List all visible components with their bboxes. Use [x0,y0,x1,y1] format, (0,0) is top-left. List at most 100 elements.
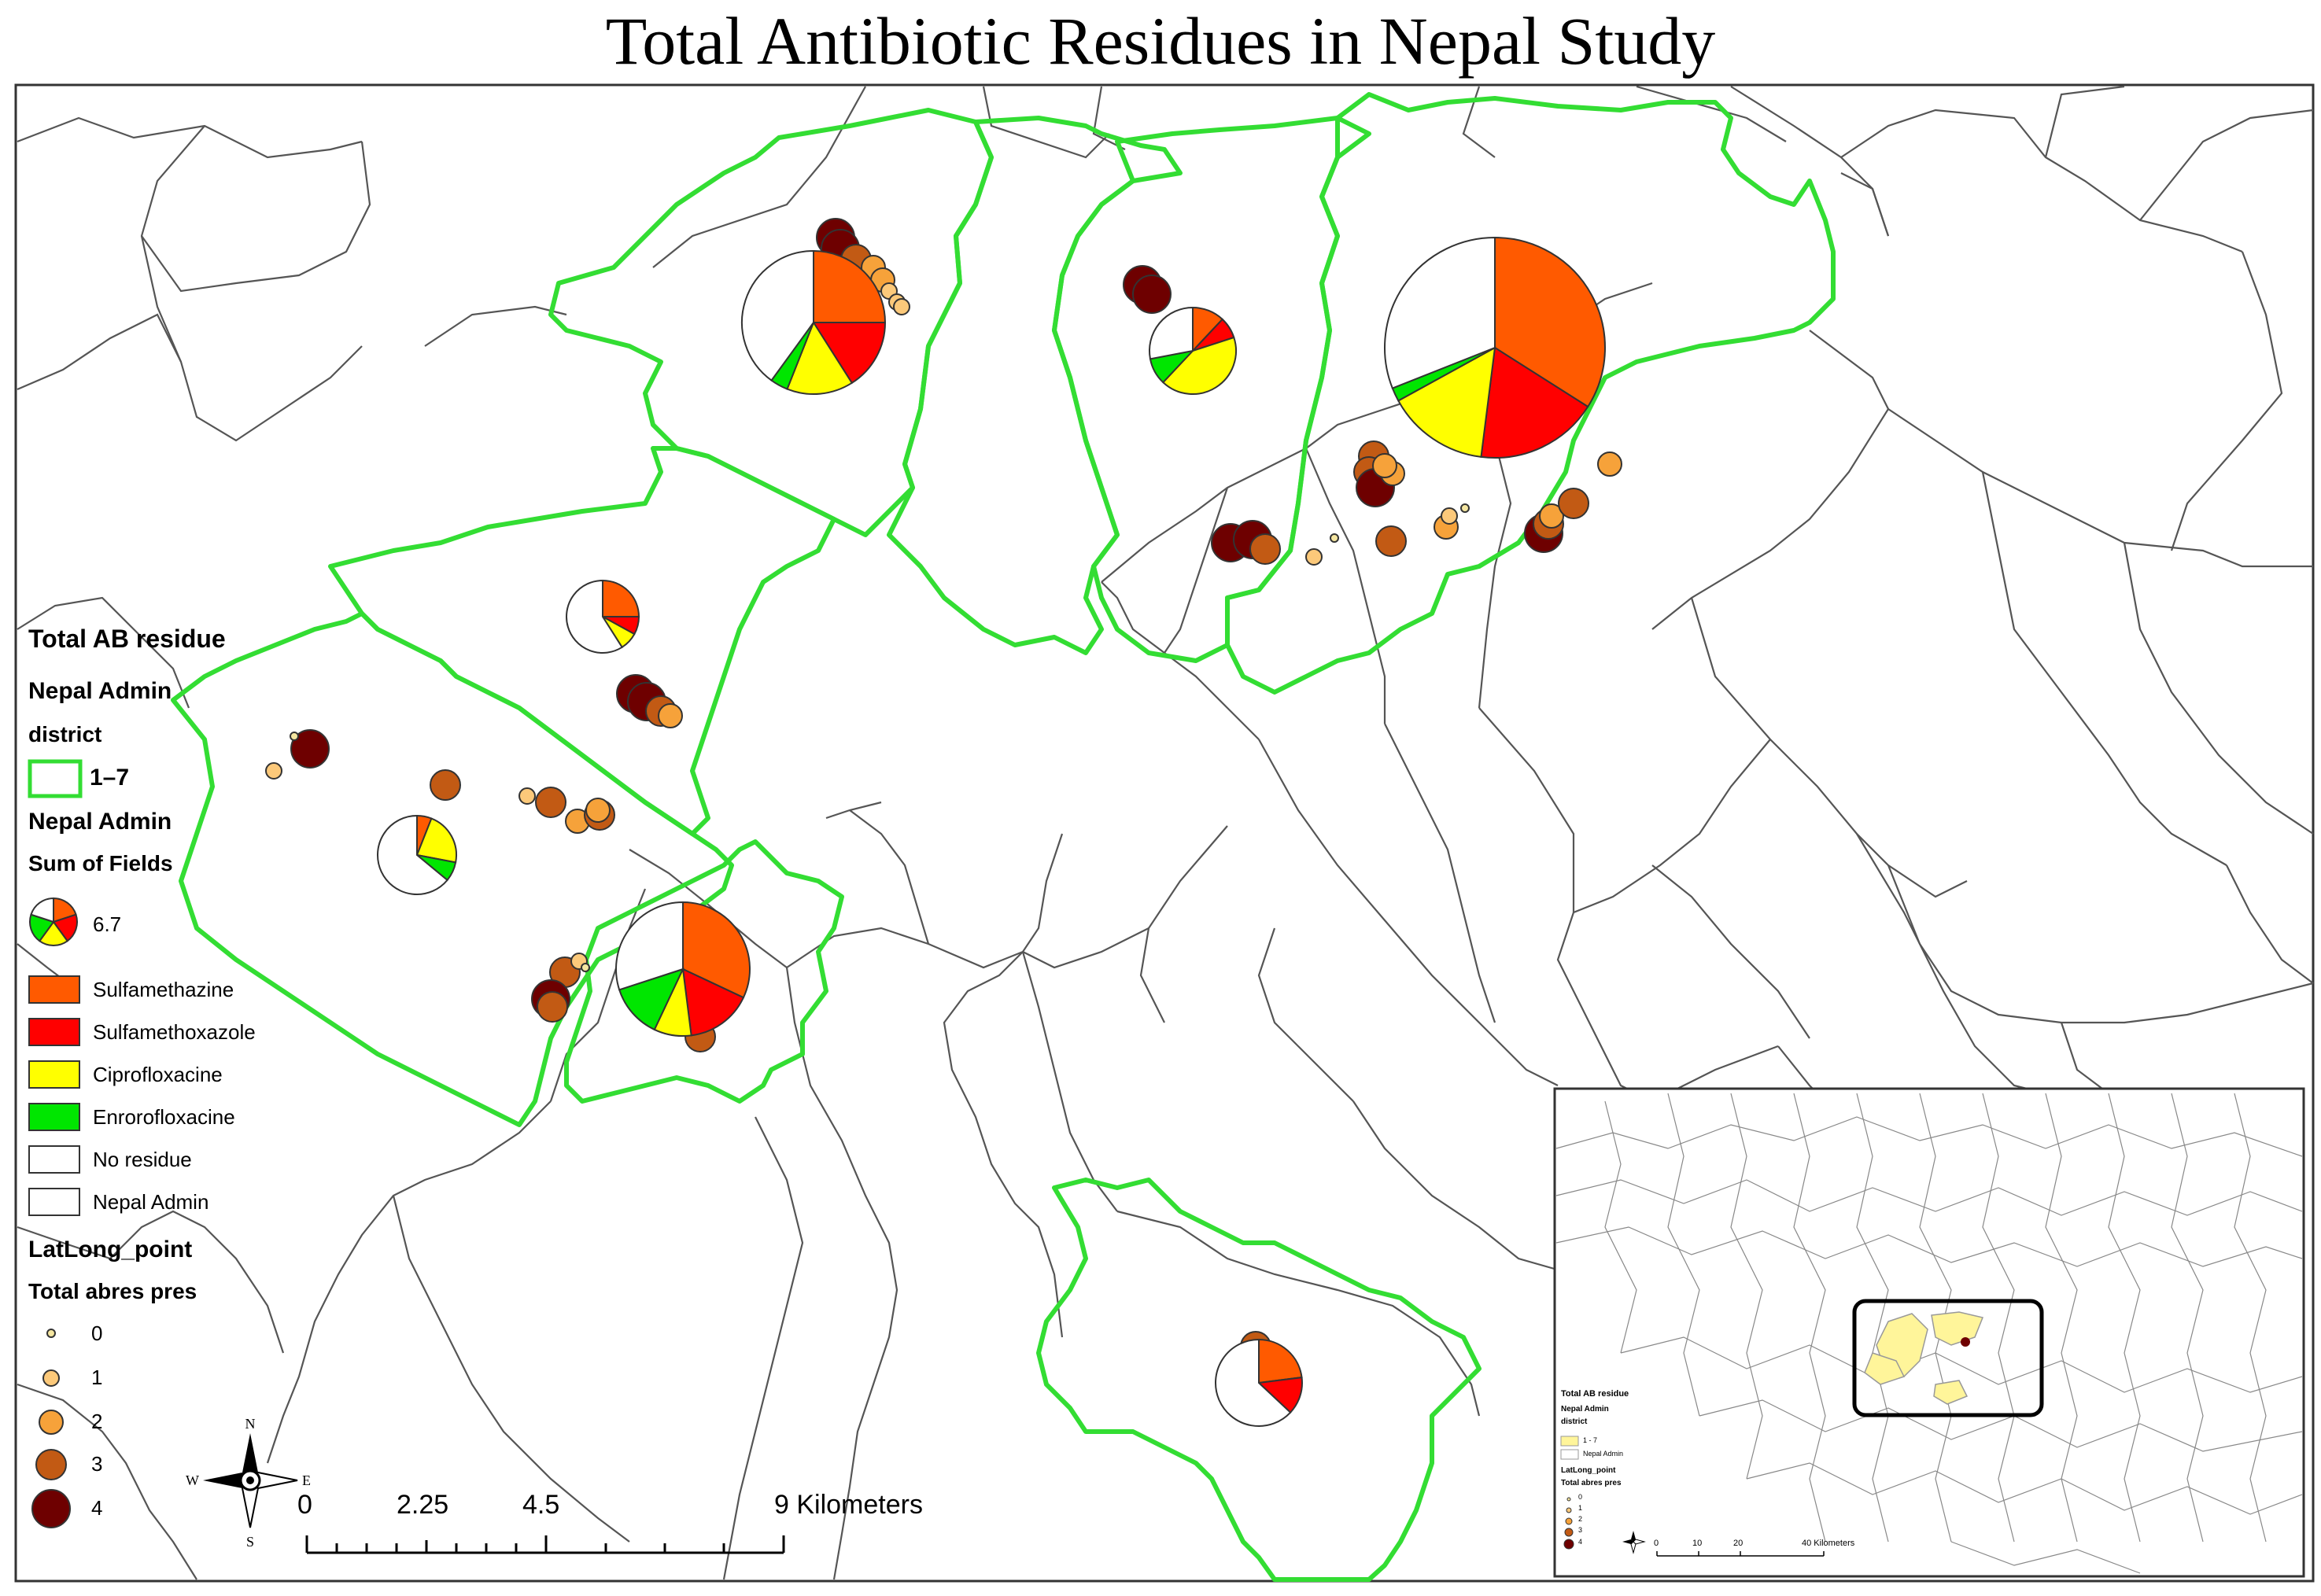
sample-point-23 [1460,503,1470,513]
pie-chart-w-lower-slice [415,817,457,864]
inset-scale-0: 0 [1654,1539,1659,1548]
legend-symbols [28,759,83,1528]
legend-point-3 [35,1449,67,1480]
scale-label-4-5: 4.5 [522,1490,560,1520]
legend-header: Total AB residue [28,625,226,653]
inset-legend-line1: Nepal Admin [1561,1405,1609,1414]
pie-chart-south-slice [1215,1338,1292,1427]
inset-legend-line5: LatLong_point [1561,1466,1616,1475]
inset-admin-lines [1555,1093,2303,1574]
inset-study-districts [1864,1311,1984,1405]
map-title: Total Antibiotic Residues in Nepal Study [605,3,1716,79]
legend-label-sulfamethoxazole: Sulfamethoxazole [93,1020,256,1044]
legend-point-label-2: 2 [91,1410,103,1433]
pie-chart-ne-slice [1397,346,1496,459]
legend-point-0 [46,1329,56,1338]
pie-chart-nw-slice [786,320,854,395]
inset-legend-line8: 1 [1578,1504,1583,1512]
inset-scale-10: 10 [1692,1539,1703,1548]
pie-chart-s-center-slice [681,968,745,1037]
sample-point-19 [1330,533,1339,543]
legend-point-4 [31,1489,71,1528]
pie-chart-south-slice [1258,1338,1303,1384]
inset-compass-icon [1622,1531,1646,1554]
inset-map [1553,1087,2305,1578]
district-north-mid [887,116,1183,655]
legend-group2-sub: Sum of Fields [28,851,173,875]
scale-label-0: 0 [297,1490,312,1520]
district-west-lower [171,611,734,1127]
legend-swatch-sulfamethazine [28,975,80,1004]
inset-legend-header: Total AB residue [1561,1389,1629,1399]
district-boundaries [171,92,1836,1582]
sample-point-35 [265,762,282,780]
pie-chart-nw-slice [741,249,814,382]
sample-point-22 [1441,507,1458,525]
sample-points [265,218,1622,1362]
legend-points-header: LatLong_point [28,1237,193,1262]
sample-point-41 [585,798,611,823]
pie-chart-w-lower [377,814,457,895]
compass-w: W [186,1473,199,1488]
district-south-center [564,839,844,1104]
legend-point-symbols [31,1329,71,1528]
inset-legend-line9: 2 [1578,1515,1583,1523]
legend-point-label-3: 3 [91,1452,103,1476]
scale-label-9: 9 Kilometers [774,1490,923,1520]
pie-chart-ne-slice [1384,236,1496,389]
legend-swatch-nepal-admin [28,1188,80,1216]
legend-point-1 [42,1369,60,1387]
pie-chart-w-lower-slice [377,814,448,895]
pie-chart-south [1215,1338,1303,1427]
sample-point-18 [1305,548,1323,566]
district-south [1036,1178,1482,1582]
sample-point-7 [893,298,910,315]
legend-label-sulfamethazine: Sulfamethazine [93,978,234,1001]
pie-chart-w-upper [566,579,640,654]
legend-points-sub: Total abres pres [28,1279,197,1303]
legend-group1: Nepal Admin [28,678,172,704]
pie-chart-nw-slice [813,249,887,323]
pie-chart-n-mid-slice [1149,306,1194,360]
sample-point-28 [1597,452,1622,477]
scale-label-2-25: 2.25 [397,1490,449,1520]
sample-point-34 [290,732,299,741]
inset-legend-symbols [1560,1436,1579,1550]
legend-district-swatch [28,759,83,798]
legend-point-label-0: 0 [91,1321,103,1345]
legend-pie [29,897,78,946]
legend-group1-sub: district [28,722,102,746]
district-north-east [1225,92,1836,695]
inset-points-cluster [1961,1337,1970,1347]
pie-chart-nw [741,249,887,395]
legend-point-label-1: 1 [91,1366,103,1389]
legend-label-no-residue: No residue [93,1148,192,1171]
sample-point-37 [518,787,536,805]
compass-e: E [302,1473,311,1488]
pie-chart-s-center-slice [615,901,684,991]
sample-point-33 [290,729,330,769]
pie-chart-ne-slice [1480,346,1589,459]
inset-scale-20: 20 [1733,1539,1744,1548]
legend-label-ciprofloxacine: Ciprofloxacine [93,1063,223,1086]
pie-chart-s-center [615,901,751,1037]
inset-legend-line6: Total abres pres [1561,1479,1622,1487]
inset-legend-line10: 3 [1578,1526,1583,1534]
inset-extent-box [1852,1299,2044,1417]
legend-group2: Nepal Admin [28,809,172,835]
inset-scale-bar [1656,1551,1825,1557]
compass-s: S [246,1534,254,1550]
pie-chart-s-center-slice [618,968,684,1031]
legend-pie-value: 6.7 [93,912,122,936]
pie-chart-n-mid [1149,306,1237,395]
pie-chart-nw-slice [812,322,887,385]
sample-point-26 [1539,503,1564,529]
legend-label-nepal-admin: Nepal Admin [93,1190,209,1214]
pie-chart-ne [1384,236,1606,459]
sample-point-9 [1132,275,1172,314]
legend-point-label-4: 4 [91,1496,103,1520]
sample-point-20 [1375,525,1407,557]
pie-charts [377,236,1606,1427]
sample-point-38 [535,787,566,818]
